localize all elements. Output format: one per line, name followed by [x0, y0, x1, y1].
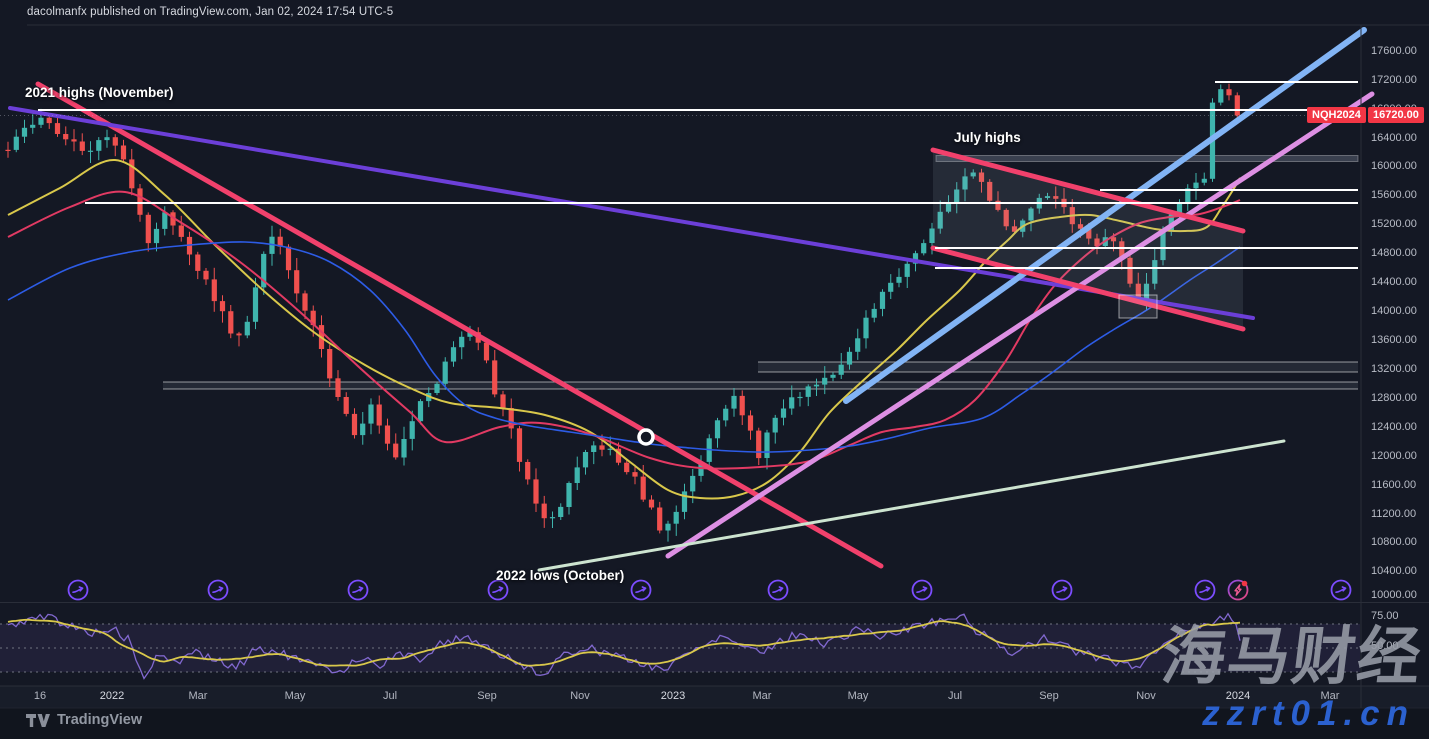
- last-price-value: 16720.00: [1367, 107, 1424, 123]
- price-axis-label: 12000.00: [1371, 450, 1417, 462]
- price-axis-label: 12400.00: [1371, 421, 1417, 433]
- time-axis-background: [0, 686, 1429, 708]
- downtrend-major[interactable]: [35, 81, 884, 569]
- time-axis-label: 16: [33, 690, 47, 702]
- annotation-2021-highs: 2021 highs (November): [25, 85, 174, 100]
- price-axis-label: 17200.00: [1371, 74, 1417, 86]
- uptrend-palegreen[interactable]: [537, 439, 1286, 572]
- hidden-drawings-marker-icon[interactable]: [1330, 579, 1352, 601]
- hidden-drawings-marker-icon[interactable]: [207, 579, 229, 601]
- time-axis-label: Sep: [1039, 690, 1059, 702]
- watermark-url: zzrt01.cn: [1202, 694, 1415, 733]
- time-axis-label: Nov: [1136, 690, 1156, 702]
- trendline-midpoint-marker[interactable]: [637, 428, 655, 446]
- hidden-drawings-marker-icon[interactable]: [911, 579, 933, 601]
- time-axis-label: 2023: [660, 690, 686, 702]
- price-axis-label: 16000.00: [1371, 160, 1417, 172]
- rsi-ma-line[interactable]: [7, 618, 1241, 667]
- price-axis-label: 14400.00: [1371, 276, 1417, 288]
- time-axis-label: 2022: [99, 690, 125, 702]
- hidden-drawings-marker-icon[interactable]: [67, 579, 89, 601]
- tradingview-brand-text: TradingView: [57, 712, 143, 728]
- price-axis-label: 75.00: [1371, 610, 1399, 622]
- downtrend-purple[interactable]: [8, 106, 1255, 320]
- channel-upper[interactable]: [930, 147, 1246, 234]
- time-axis-label: May: [284, 690, 306, 702]
- price-axis-label: 11600.00: [1371, 479, 1417, 491]
- time-axis-label: Jul: [382, 690, 398, 702]
- ma-red[interactable]: [7, 190, 1241, 470]
- ma-yellow[interactable]: [7, 158, 1241, 500]
- price-axis-label: 10800.00: [1371, 536, 1417, 548]
- uptrend-orchid[interactable]: [665, 91, 1375, 559]
- price-axis-label: 17600.00: [1371, 45, 1417, 57]
- channel-lower[interactable]: [930, 245, 1246, 332]
- price-axis-label: 14000.00: [1371, 305, 1417, 317]
- attribution-text: dacolmanfx published on TradingView.com,…: [27, 6, 394, 18]
- time-axis-label: Sep: [477, 690, 497, 702]
- time-axis-label: Jul: [947, 690, 963, 702]
- uptrend-lightblue[interactable]: [843, 27, 1367, 404]
- band-13250[interactable]: [758, 362, 1358, 372]
- price-axis-label: 10000.00: [1371, 589, 1417, 601]
- hidden-drawings-marker-icon[interactable]: [630, 579, 652, 601]
- time-axis-label: Mar: [1320, 690, 1340, 702]
- hidden-drawings-marker-icon[interactable]: [347, 579, 369, 601]
- price-axis-label: 11200.00: [1371, 508, 1417, 520]
- last-price-label: NQH2024 16720.00: [1307, 107, 1424, 123]
- price-axis-label: 50.00: [1371, 640, 1399, 652]
- hidden-drawings-marker-icon[interactable]: [487, 579, 509, 601]
- time-axis[interactable]: 16 2022 Mar May Jul Sep Nov 2023 Mar May Jul Sep Nov…: [0, 686, 1360, 708]
- orderblock-box[interactable]: [1118, 294, 1158, 319]
- price-axis-label: 12800.00: [1371, 392, 1417, 404]
- tradingview-link[interactable]: TradingView: [25, 712, 142, 728]
- candles: [5, 83, 1240, 542]
- hidden-drawings-marker-icon[interactable]: [1194, 579, 1216, 601]
- band-12950[interactable]: [163, 382, 1358, 389]
- annotation-2022-lows: 2022 lows (October): [496, 568, 625, 583]
- price-axis-label: 10400.00: [1371, 565, 1417, 577]
- time-axis-label: 2024: [1225, 690, 1251, 702]
- price-axis-label: 15600.00: [1371, 189, 1417, 201]
- watermark-cn: 海马财经: [1158, 622, 1427, 692]
- price-axis-label: 16400.00: [1371, 132, 1417, 144]
- hidden-drawings-marker-icon[interactable]: [1051, 579, 1073, 601]
- hidden-drawings-marker-icon[interactable]: [767, 579, 789, 601]
- time-axis-label: Nov: [570, 690, 590, 702]
- price-axis-label: 13600.00: [1371, 334, 1417, 346]
- time-axis-label: Mar: [188, 690, 208, 702]
- price-axis-label: 15200.00: [1371, 218, 1417, 230]
- footer-background: [0, 708, 1429, 739]
- channel-fill: [933, 152, 1243, 329]
- lightning-event-icon[interactable]: [1227, 579, 1249, 601]
- annotation-july-highs: July highs: [954, 130, 1021, 145]
- price-axis-label: 14800.00: [1371, 247, 1417, 259]
- band-16000-gray[interactable]: [935, 155, 1359, 162]
- symbol-tag: NQH2024: [1307, 107, 1366, 123]
- tradingview-logo-icon: [26, 714, 50, 727]
- time-axis-label: Mar: [752, 690, 772, 702]
- price-axis-label: 13200.00: [1371, 363, 1417, 375]
- time-axis-label: May: [847, 690, 869, 702]
